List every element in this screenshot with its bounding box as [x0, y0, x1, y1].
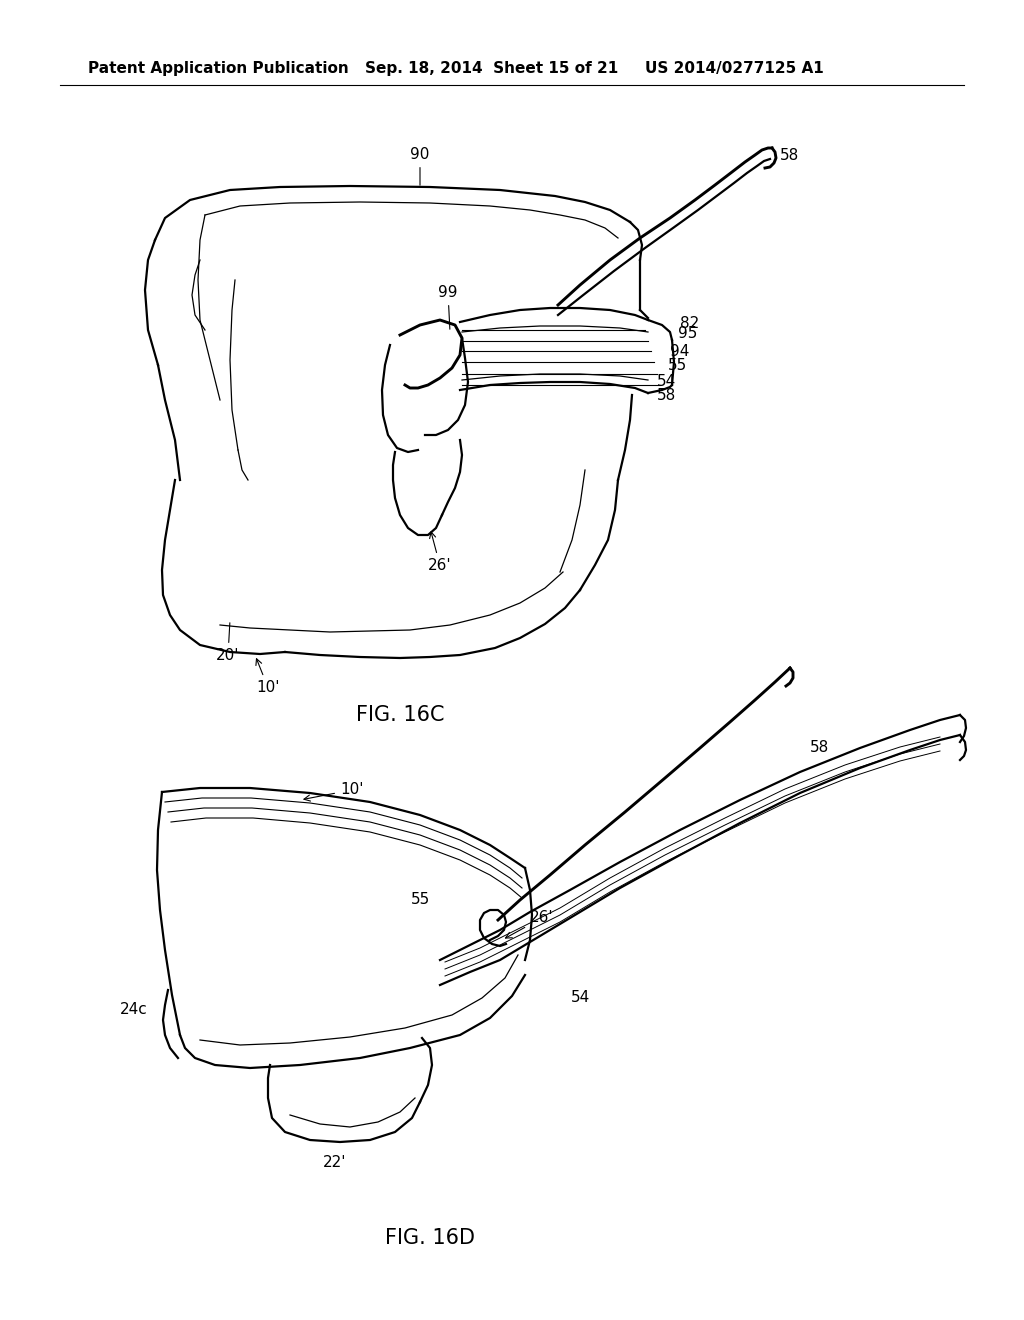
Text: 99: 99	[438, 285, 458, 329]
Text: 54: 54	[657, 375, 676, 389]
Text: 94: 94	[670, 345, 689, 359]
Text: 22': 22'	[324, 1155, 347, 1170]
Text: 10': 10'	[304, 783, 364, 801]
Text: 26': 26'	[428, 532, 452, 573]
Text: 55: 55	[411, 892, 430, 908]
Text: 90: 90	[411, 147, 430, 185]
Text: 82: 82	[680, 315, 699, 330]
Text: 26': 26'	[506, 911, 554, 939]
Text: 10': 10'	[256, 659, 280, 696]
Text: 58: 58	[780, 148, 800, 162]
Text: 58: 58	[657, 388, 676, 403]
Text: 24c: 24c	[120, 1002, 148, 1018]
Text: Sep. 18, 2014  Sheet 15 of 21: Sep. 18, 2014 Sheet 15 of 21	[365, 61, 618, 75]
Text: 55: 55	[668, 359, 687, 374]
Text: 95: 95	[678, 326, 697, 342]
Text: 54: 54	[570, 990, 590, 1005]
Text: FIG. 16D: FIG. 16D	[385, 1228, 475, 1247]
Text: Patent Application Publication: Patent Application Publication	[88, 61, 349, 75]
Text: 20': 20'	[216, 623, 240, 663]
Text: 58: 58	[810, 741, 829, 755]
Text: US 2014/0277125 A1: US 2014/0277125 A1	[645, 61, 823, 75]
Text: FIG. 16C: FIG. 16C	[355, 705, 444, 725]
